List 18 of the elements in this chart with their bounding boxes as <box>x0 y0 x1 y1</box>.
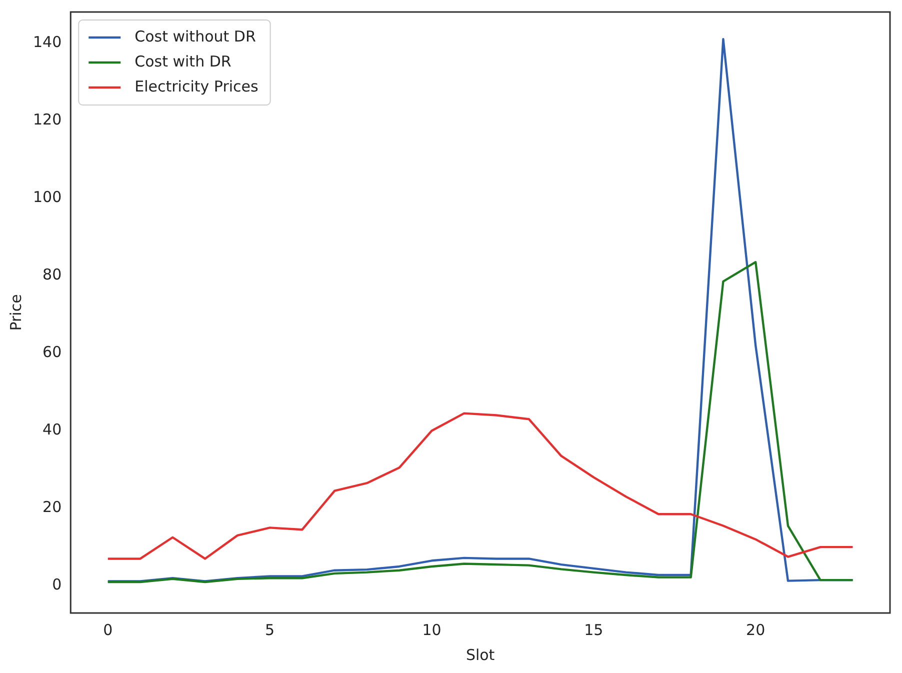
y-tick-label: 100 <box>32 188 62 206</box>
y-tick-label: 140 <box>32 32 62 51</box>
x-tick-label: 10 <box>422 620 442 639</box>
y-axis-title: Price <box>6 294 25 331</box>
x-tick-label: 20 <box>746 620 766 639</box>
y-tick-label: 120 <box>32 110 62 128</box>
y-tick-label: 80 <box>42 266 62 284</box>
legend-label: Electricity Prices <box>134 77 258 96</box>
legend-label: Cost without DR <box>134 27 256 46</box>
y-tick-label: 0 <box>52 576 62 594</box>
y-tick-label: 20 <box>42 498 62 516</box>
x-axis-title: Slot <box>466 646 495 664</box>
legend-label: Cost with DR <box>134 52 232 70</box>
x-tick-label: 15 <box>584 620 604 639</box>
y-tick-label: 60 <box>42 343 62 362</box>
x-tick-label: 0 <box>103 620 113 639</box>
y-tick-label: 40 <box>42 420 62 439</box>
x-tick-label: 5 <box>265 620 275 639</box>
